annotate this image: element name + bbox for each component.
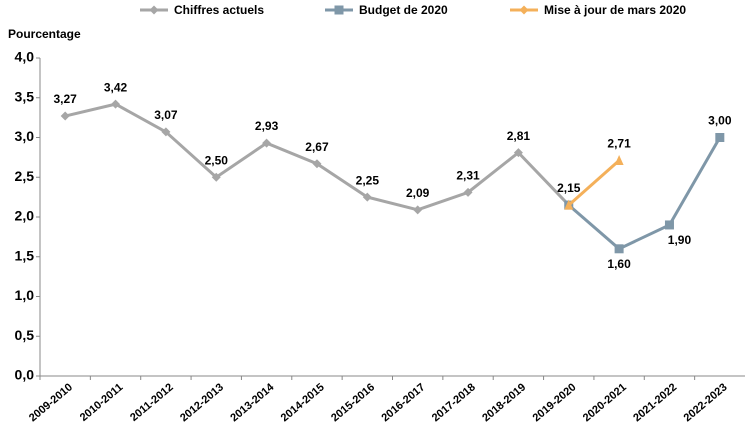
x-tick-label: 2020-2021 [581, 381, 629, 424]
x-tick-label: 2015-2016 [329, 381, 377, 424]
data-label: 2,25 [356, 173, 380, 187]
series-line [567, 159, 621, 207]
data-label: 2,15 [557, 181, 581, 195]
y-tick-label: 4,0 [15, 49, 35, 65]
data-label: 3,27 [53, 92, 77, 106]
data-point [564, 199, 574, 210]
data-point [513, 148, 523, 158]
data-label: 2,50 [205, 153, 229, 167]
x-tick-label: 2010-2011 [78, 381, 126, 424]
data-point [664, 220, 674, 230]
y-tick-label: 0,5 [15, 327, 35, 343]
data-point [614, 244, 624, 254]
data-label: 2,71 [607, 137, 631, 151]
y-tick-label: 0,0 [15, 367, 35, 383]
data-point [614, 155, 624, 166]
x-tick-label: 2017-2018 [430, 381, 478, 424]
legend-marker [519, 5, 529, 15]
data-label: 1,90 [668, 233, 692, 247]
data-label: 3,00 [708, 114, 732, 128]
data-label: 2,09 [406, 186, 430, 200]
data-label: 2,67 [305, 140, 329, 154]
y-tick-label: 2,5 [15, 168, 35, 184]
y-axis-label: Pourcentage [8, 27, 81, 41]
data-label: 3,42 [104, 80, 128, 94]
x-tick-label: 2011-2012 [128, 381, 176, 424]
x-tick-label: 2013-2014 [228, 381, 277, 425]
data-label: 2,81 [507, 129, 531, 143]
data-point [60, 111, 70, 121]
legend-label: Chiffres actuels [174, 3, 264, 17]
legend-marker [149, 5, 159, 15]
data-point [715, 133, 725, 142]
legend-label: Mise à jour de mars 2020 [544, 3, 686, 17]
x-tick-label: 2012-2013 [178, 381, 226, 424]
x-tick-label: 2018-2019 [480, 381, 528, 424]
data-point [111, 99, 121, 109]
data-point [463, 187, 473, 197]
x-tick-label: 2021-2022 [631, 381, 679, 424]
legend-marker [334, 5, 344, 15]
series-line [567, 136, 722, 251]
data-point [312, 159, 322, 169]
data-point [211, 172, 221, 182]
x-tick-label: 2022-2023 [682, 381, 730, 424]
data-label: 2,31 [456, 169, 480, 183]
series-line [64, 102, 570, 212]
legend-label: Budget de 2020 [359, 3, 448, 17]
data-label: 1,60 [607, 257, 631, 271]
data-label: 3,07 [154, 108, 178, 122]
x-tick-label: 2014-2015 [279, 381, 327, 424]
data-point [362, 192, 372, 202]
data-point [413, 205, 423, 215]
x-tick-label: 2009-2010 [27, 381, 75, 424]
y-tick-label: 1,0 [15, 287, 35, 303]
y-tick-label: 2,0 [15, 208, 35, 224]
y-tick-label: 3,5 [15, 88, 35, 104]
data-label: 2,93 [255, 119, 279, 133]
data-point [161, 127, 171, 137]
y-tick-label: 1,5 [15, 247, 35, 263]
x-tick-label: 2016-2017 [379, 381, 427, 424]
y-tick-label: 3,0 [15, 128, 35, 144]
x-tick-label: 2019-2020 [531, 381, 579, 424]
data-point [262, 138, 272, 148]
